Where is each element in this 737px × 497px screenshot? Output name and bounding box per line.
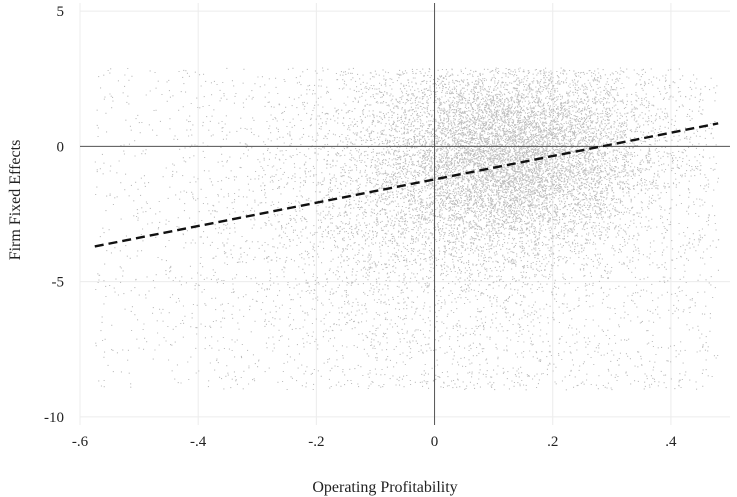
x-tick-label: .2 [547,434,558,450]
x-tick-label: -.2 [308,434,324,450]
fitted-regression-line [94,122,719,248]
y-tick-label: 5 [57,4,65,20]
x-tick-label: .4 [665,434,677,450]
fitted-line-layer [94,122,719,248]
x-tick-label: -.6 [72,434,89,450]
scatter-point-cloud [94,67,720,391]
y-axis-title: Firm Fixed Effects [7,140,24,261]
x-tick-label: 0 [431,434,439,450]
reference-lines [80,3,730,425]
y-tick-label: -5 [52,275,65,291]
y-tick-label: -10 [44,410,64,426]
scatter-points [94,67,720,391]
tick-labels: -.6 -.4 -.2 0 .2 .4 -10 -5 0 5 [44,4,677,450]
y-tick-label: 0 [57,139,65,155]
x-tick-label: -.4 [190,434,207,450]
x-axis-title: Operating Profitability [312,479,457,496]
